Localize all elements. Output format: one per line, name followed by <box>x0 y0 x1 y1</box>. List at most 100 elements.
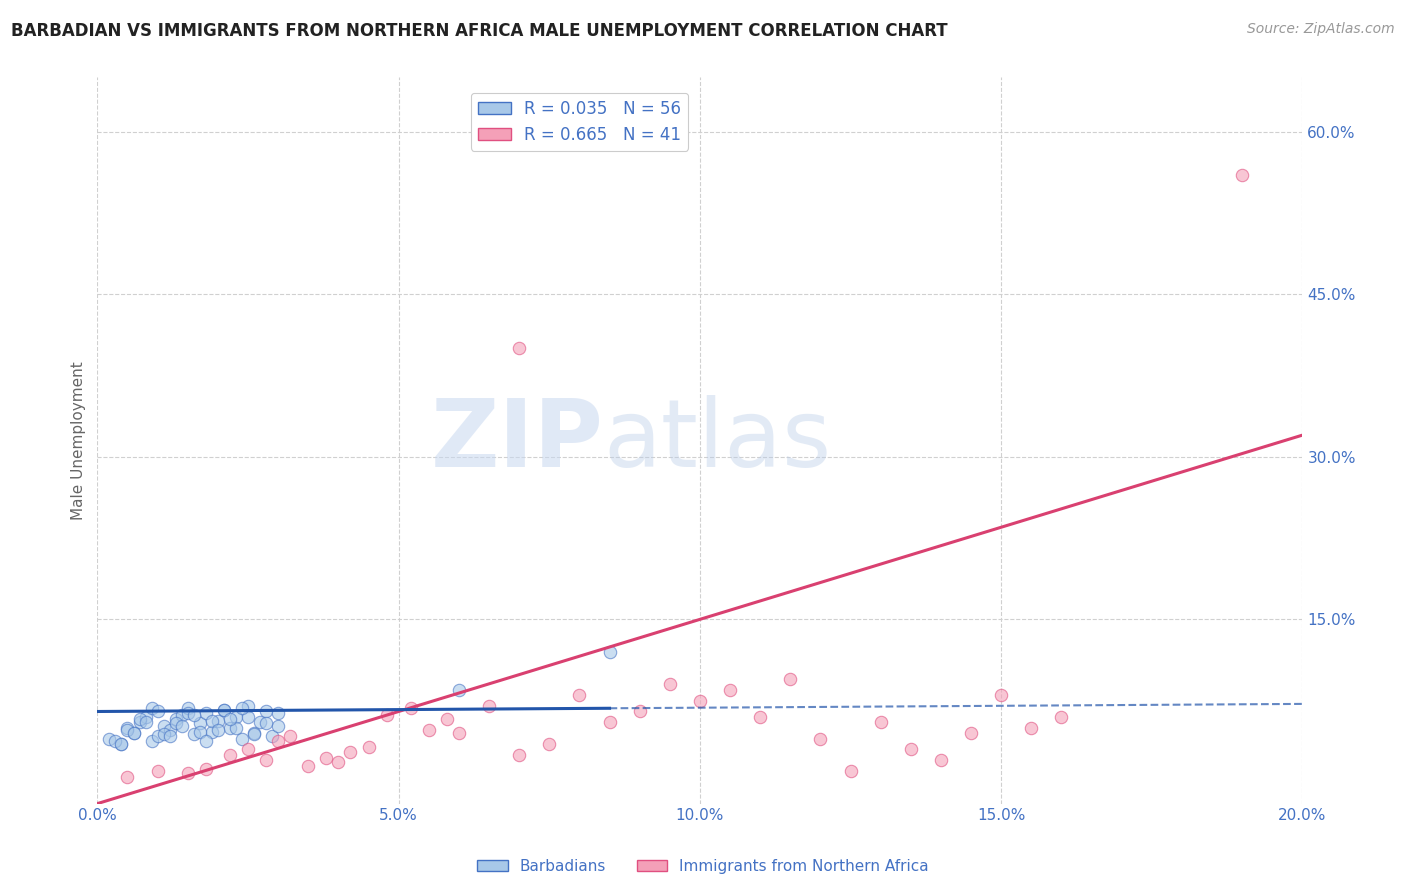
Point <box>599 715 621 730</box>
Point <box>236 742 259 756</box>
Point <box>779 672 801 686</box>
Point <box>689 693 711 707</box>
Point <box>267 718 290 732</box>
Point <box>117 721 139 735</box>
Point <box>177 706 200 720</box>
Point <box>212 703 235 717</box>
Point <box>1050 710 1073 724</box>
Point <box>267 706 290 720</box>
Text: atlas: atlas <box>603 394 832 486</box>
Point <box>900 742 922 756</box>
Point <box>141 733 163 747</box>
Y-axis label: Male Unemployment: Male Unemployment <box>72 361 86 520</box>
Point <box>1232 168 1254 182</box>
Point <box>170 707 193 722</box>
Point <box>219 721 242 735</box>
Point <box>141 701 163 715</box>
Point <box>170 718 193 732</box>
Point <box>165 716 187 731</box>
Point <box>749 710 772 724</box>
Point <box>165 712 187 726</box>
Point <box>658 677 681 691</box>
Point <box>375 707 398 722</box>
Point <box>447 682 470 697</box>
Point <box>188 716 211 731</box>
Point <box>328 756 350 770</box>
Point <box>159 723 181 737</box>
Point <box>117 770 139 784</box>
Point <box>146 705 169 719</box>
Point <box>212 703 235 717</box>
Point <box>177 701 200 715</box>
Point <box>447 726 470 740</box>
Point <box>183 707 205 722</box>
Point <box>194 762 217 776</box>
Point <box>128 712 150 726</box>
Point <box>152 727 174 741</box>
Point <box>357 740 380 755</box>
Point <box>478 699 501 714</box>
Text: Source: ZipAtlas.com: Source: ZipAtlas.com <box>1247 22 1395 37</box>
Legend: R = 0.035   N = 56, R = 0.665   N = 41: R = 0.035 N = 56, R = 0.665 N = 41 <box>471 93 688 151</box>
Point <box>177 766 200 780</box>
Point <box>188 725 211 739</box>
Point <box>152 718 174 732</box>
Point <box>146 730 169 744</box>
Legend: Barbadians, Immigrants from Northern Africa: Barbadians, Immigrants from Northern Afr… <box>471 853 935 880</box>
Point <box>267 733 290 747</box>
Point <box>869 715 891 730</box>
Point <box>110 737 132 751</box>
Point <box>117 723 139 737</box>
Point <box>262 730 284 744</box>
Point <box>122 726 145 740</box>
Point <box>254 716 277 731</box>
Point <box>839 764 862 778</box>
Point <box>297 758 319 772</box>
Point <box>225 710 247 724</box>
Point <box>219 712 242 726</box>
Point <box>128 715 150 730</box>
Point <box>183 727 205 741</box>
Point <box>243 727 266 741</box>
Point <box>508 342 530 356</box>
Point <box>201 725 224 739</box>
Point <box>418 723 440 737</box>
Point <box>231 701 253 715</box>
Point <box>98 731 121 746</box>
Point <box>225 721 247 735</box>
Point <box>599 645 621 659</box>
Point <box>236 699 259 714</box>
Point <box>254 705 277 719</box>
Point <box>104 733 127 747</box>
Point <box>122 726 145 740</box>
Point <box>538 737 561 751</box>
Point <box>508 747 530 762</box>
Point <box>399 701 422 715</box>
Point <box>315 751 337 765</box>
Point <box>146 764 169 778</box>
Point <box>236 710 259 724</box>
Point <box>929 753 952 767</box>
Point <box>249 715 271 730</box>
Point <box>810 731 832 746</box>
Point <box>278 730 301 744</box>
Point <box>254 753 277 767</box>
Point <box>628 705 651 719</box>
Point <box>194 733 217 747</box>
Point <box>339 745 361 759</box>
Point <box>110 737 132 751</box>
Text: ZIP: ZIP <box>430 394 603 486</box>
Point <box>1021 721 1043 735</box>
Point <box>159 730 181 744</box>
Text: BARBADIAN VS IMMIGRANTS FROM NORTHERN AFRICA MALE UNEMPLOYMENT CORRELATION CHART: BARBADIAN VS IMMIGRANTS FROM NORTHERN AF… <box>11 22 948 40</box>
Point <box>568 688 591 702</box>
Point <box>207 723 229 737</box>
Point <box>207 714 229 729</box>
Point <box>231 731 253 746</box>
Point <box>243 726 266 740</box>
Point <box>194 706 217 720</box>
Point <box>201 714 224 729</box>
Point <box>135 710 157 724</box>
Point <box>990 688 1012 702</box>
Point <box>436 712 458 726</box>
